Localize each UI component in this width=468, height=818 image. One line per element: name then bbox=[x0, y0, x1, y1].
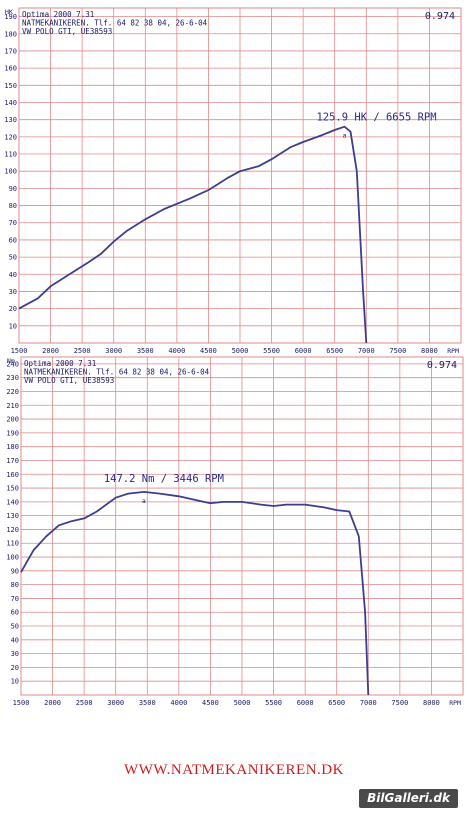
peak-label: 147.2 Nm / 3446 RPM bbox=[104, 473, 224, 485]
footer-website: WWW.NATMEKANIKEREN.DK bbox=[124, 762, 344, 778]
header-line: Optima 2000 7.31 bbox=[24, 359, 96, 368]
y-tick-label: 230 bbox=[6, 374, 19, 382]
x-tick-label: 2000 bbox=[42, 347, 59, 355]
x-tick-label: 3000 bbox=[107, 699, 124, 707]
x-tick-label: 7500 bbox=[389, 347, 406, 355]
correction-factor: 0.974 bbox=[425, 11, 455, 22]
x-tick-label: 1500 bbox=[11, 347, 28, 355]
y-tick-label: 10 bbox=[11, 678, 19, 686]
y-tick-label: 180 bbox=[6, 443, 19, 451]
y-tick-label: 120 bbox=[4, 133, 17, 141]
x-tick-label: 6000 bbox=[297, 699, 314, 707]
y-tick-label: 70 bbox=[9, 219, 17, 227]
x-tick-label: 7500 bbox=[391, 699, 408, 707]
curve-line bbox=[20, 490, 370, 696]
x-tick-label: 2500 bbox=[76, 699, 93, 707]
y-tick-label: 200 bbox=[6, 416, 19, 424]
x-tick-label: 4000 bbox=[168, 347, 185, 355]
y-tick-label: 170 bbox=[6, 457, 19, 465]
x-tick-label: 3000 bbox=[105, 347, 122, 355]
y-tick-label: 240 bbox=[6, 360, 19, 368]
y-tick-label: 140 bbox=[4, 99, 17, 107]
y-tick-label: 150 bbox=[4, 82, 17, 90]
header-line: NATMEKANIKEREN. Tlf. 64 82 38 04, 26-6-0… bbox=[22, 19, 208, 28]
y-tick-label: 60 bbox=[9, 236, 17, 244]
x-tick-label: 6500 bbox=[326, 347, 343, 355]
x-tick-label: 5500 bbox=[263, 347, 280, 355]
correction-factor: 0.974 bbox=[427, 360, 457, 371]
x-tick-label: 8000 bbox=[421, 347, 438, 355]
y-tick-label: 50 bbox=[11, 623, 19, 631]
y-tick-label: 180 bbox=[4, 30, 17, 38]
y-tick-label: 30 bbox=[11, 650, 19, 658]
x-tick-label: 5500 bbox=[265, 699, 282, 707]
y-tick-label: 110 bbox=[4, 151, 17, 159]
x-tick-label: 7000 bbox=[358, 347, 375, 355]
y-tick-label: 100 bbox=[6, 554, 19, 562]
peak-marker: a bbox=[142, 497, 146, 505]
header-line: NATMEKANIKEREN. Tlf. 64 82 38 04, 26-6-0… bbox=[24, 368, 210, 377]
y-tick-label: 40 bbox=[11, 636, 19, 644]
header-line: Optima 2000 7.31 bbox=[22, 10, 94, 19]
y-tick-label: 70 bbox=[11, 595, 19, 603]
x-tick-label: 3500 bbox=[139, 699, 156, 707]
y-tick-label: 80 bbox=[11, 581, 19, 589]
y-tick-label: 170 bbox=[4, 47, 17, 55]
x-tick-label: 4500 bbox=[202, 699, 219, 707]
x-tick-label: 1500 bbox=[13, 699, 30, 707]
power-chart: 1500 2000 2500 3000 3500 4000 4500 5000 5500 6000… bbox=[4, 7, 462, 355]
x-tick-label: 4500 bbox=[200, 347, 217, 355]
x-axis-label: RPM bbox=[447, 347, 459, 355]
y-tick-label: 110 bbox=[6, 540, 19, 548]
y-tick-label: 190 bbox=[6, 429, 19, 437]
y-tick-label: 60 bbox=[11, 609, 19, 617]
y-tick-label: 130 bbox=[4, 116, 17, 124]
y-axis-unit: HK bbox=[5, 8, 13, 16]
x-tick-label: 3500 bbox=[137, 347, 154, 355]
y-tick-label: 90 bbox=[11, 567, 19, 575]
x-tick-label: 2000 bbox=[44, 699, 61, 707]
peak-marker: a bbox=[343, 132, 347, 140]
y-tick-label: 50 bbox=[9, 254, 17, 262]
y-tick-label: 130 bbox=[6, 512, 19, 520]
x-tick-label: 4000 bbox=[170, 699, 187, 707]
y-axis-unit: Nm bbox=[7, 357, 15, 365]
x-tick-label: 5000 bbox=[234, 699, 251, 707]
x-tick-label: 6000 bbox=[295, 347, 312, 355]
y-tick-label: 90 bbox=[9, 185, 17, 193]
header-line: VW POLO GTI, UE38593 bbox=[22, 27, 112, 36]
x-tick-label: 5000 bbox=[232, 347, 249, 355]
y-tick-label: 210 bbox=[6, 402, 19, 410]
curve-line bbox=[18, 125, 368, 344]
y-tick-label: 100 bbox=[4, 168, 17, 176]
y-tick-label: 20 bbox=[9, 305, 17, 313]
x-tick-label: 2500 bbox=[74, 347, 91, 355]
x-tick-label: 8000 bbox=[423, 699, 440, 707]
y-tick-label: 20 bbox=[11, 664, 19, 672]
y-tick-label: 160 bbox=[4, 65, 17, 73]
x-axis-label: RPM bbox=[449, 699, 461, 707]
y-tick-label: 150 bbox=[6, 485, 19, 493]
y-tick-label: 140 bbox=[6, 498, 19, 506]
torque-chart: 1500 2000 2500 3000 3500 4000 4500 5000 5500 6000… bbox=[6, 356, 464, 707]
watermark-logo: BilGalleri.dk bbox=[359, 789, 458, 808]
x-tick-label: 7000 bbox=[360, 699, 377, 707]
y-tick-label: 10 bbox=[9, 322, 17, 330]
x-tick-label: 6500 bbox=[328, 699, 345, 707]
y-tick-label: 160 bbox=[6, 471, 19, 479]
y-tick-label: 190 bbox=[4, 13, 17, 21]
y-tick-label: 80 bbox=[9, 202, 17, 210]
y-tick-label: 30 bbox=[9, 288, 17, 296]
y-tick-label: 40 bbox=[9, 271, 17, 279]
header-line: VW POLO GTI, UE38593 bbox=[24, 376, 114, 385]
peak-label: 125.9 HK / 6655 RPM bbox=[316, 112, 436, 124]
y-tick-label: 220 bbox=[6, 388, 19, 396]
y-tick-label: 120 bbox=[6, 526, 19, 534]
